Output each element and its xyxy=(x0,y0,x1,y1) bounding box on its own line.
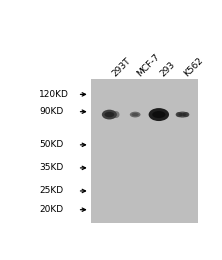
Text: 35KD: 35KD xyxy=(39,163,63,172)
Ellipse shape xyxy=(105,112,114,117)
Bar xyxy=(91,79,198,223)
Ellipse shape xyxy=(102,110,117,119)
Ellipse shape xyxy=(152,111,165,118)
Ellipse shape xyxy=(176,112,189,118)
Text: 20KD: 20KD xyxy=(39,205,63,214)
Ellipse shape xyxy=(176,112,182,117)
Text: 120KD: 120KD xyxy=(39,90,69,99)
Ellipse shape xyxy=(149,108,169,121)
Ellipse shape xyxy=(132,113,139,116)
Text: 293T: 293T xyxy=(110,56,133,78)
Text: K562: K562 xyxy=(182,56,205,78)
Text: 50KD: 50KD xyxy=(39,140,63,149)
Ellipse shape xyxy=(130,112,141,118)
Text: MCF-7: MCF-7 xyxy=(135,52,161,78)
Text: 293: 293 xyxy=(159,60,177,78)
Text: 90KD: 90KD xyxy=(39,107,63,116)
Ellipse shape xyxy=(113,111,119,118)
Ellipse shape xyxy=(182,112,189,117)
Ellipse shape xyxy=(178,113,186,116)
Text: 25KD: 25KD xyxy=(39,186,63,196)
